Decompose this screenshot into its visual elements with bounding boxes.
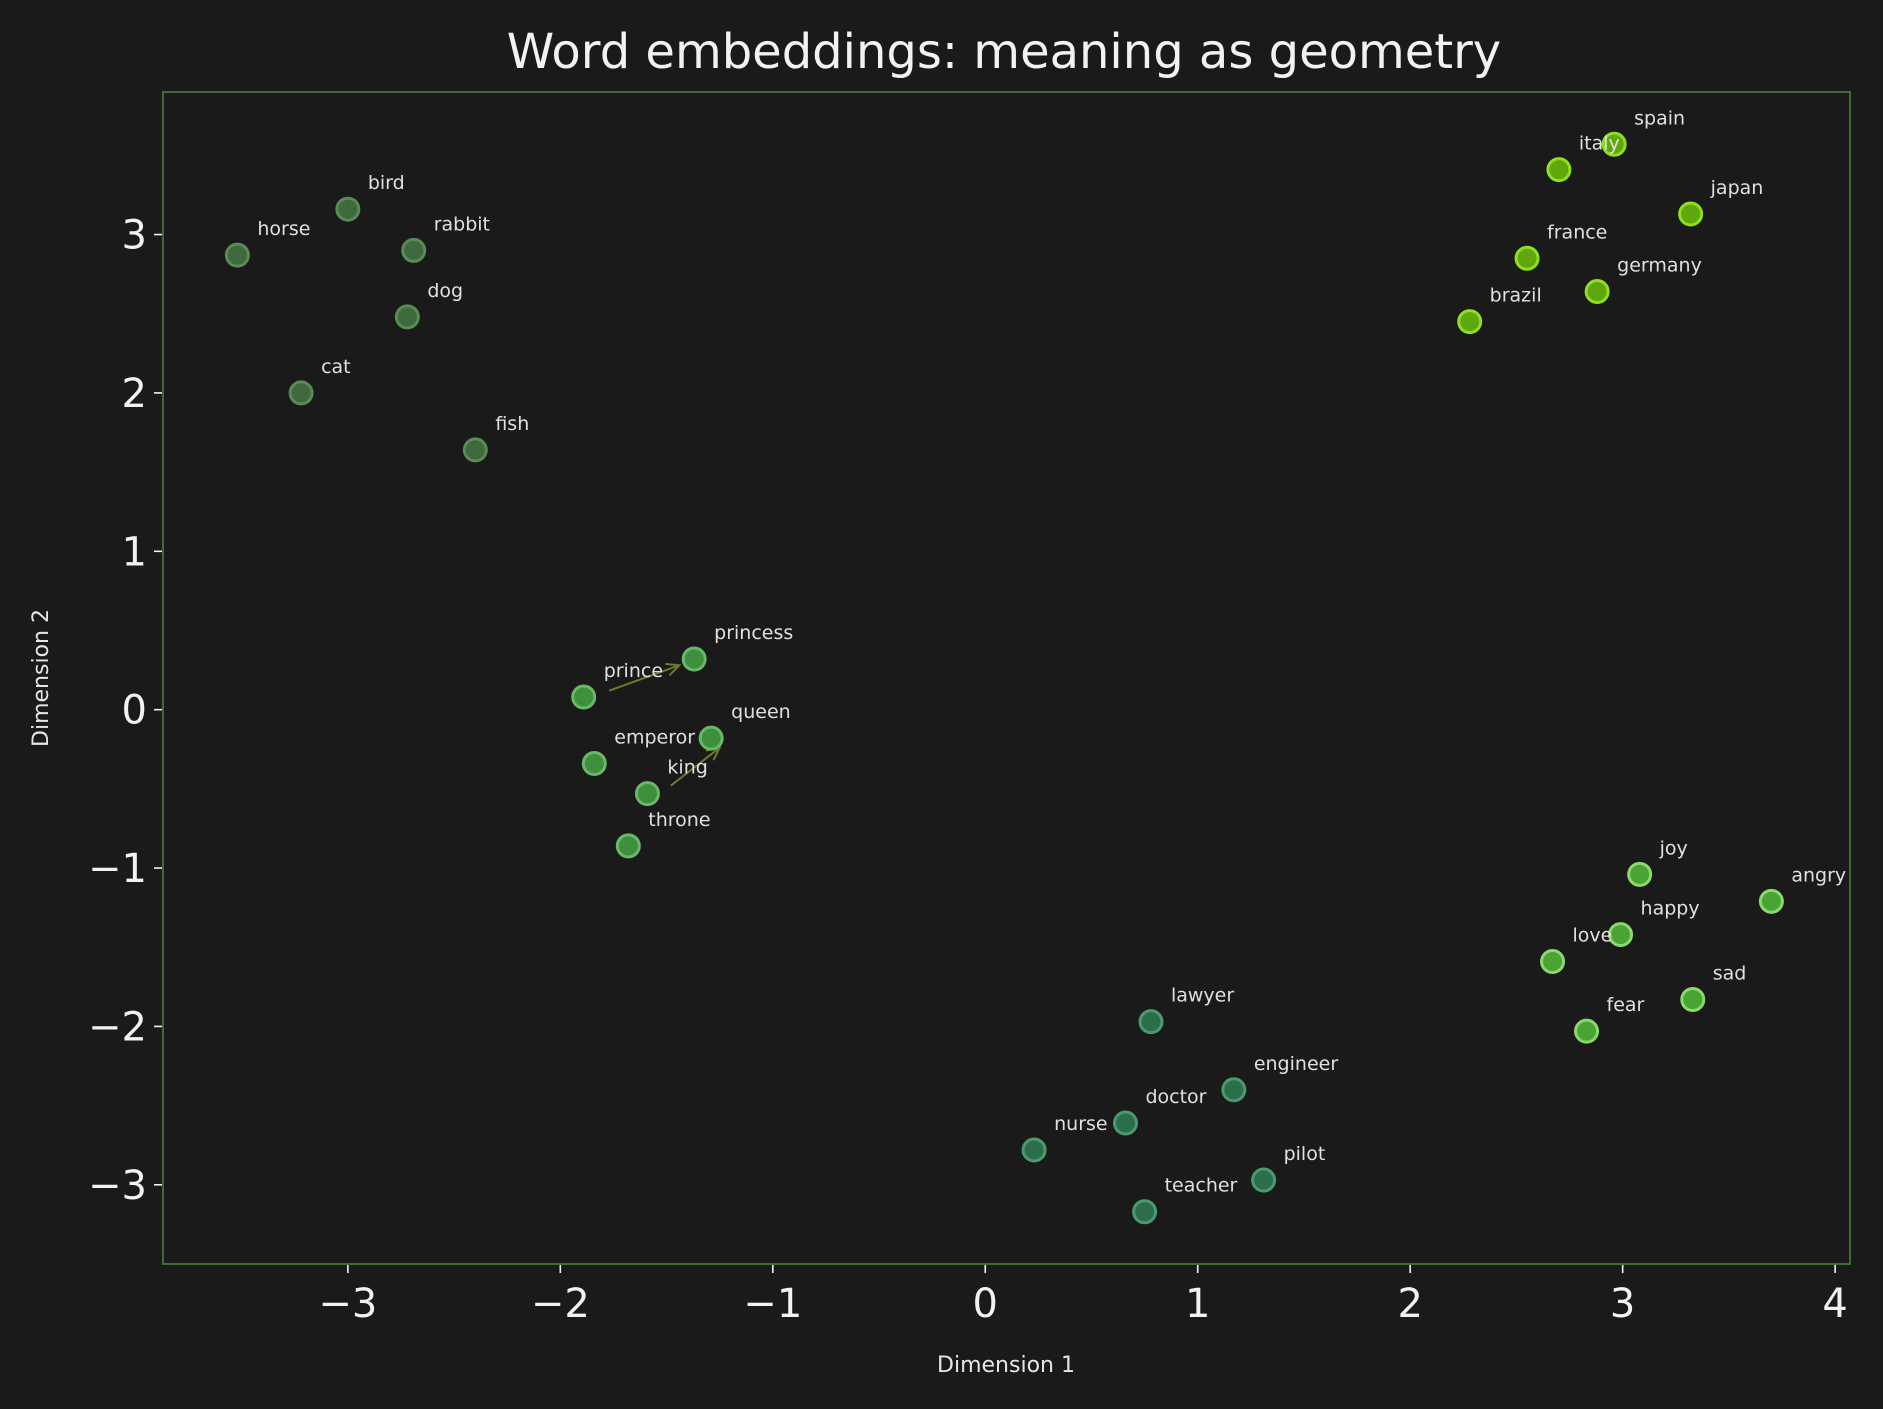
label-fear: fear <box>1607 994 1645 1016</box>
point-nurse <box>1021 1137 1047 1163</box>
label-dog: dog <box>427 280 463 302</box>
label-king: king <box>667 757 707 779</box>
point-king <box>634 781 660 807</box>
chart-title: Word embeddings: meaning as geometry <box>507 24 1501 80</box>
label-brazil: brazil <box>1490 285 1542 307</box>
point-happy <box>1608 922 1634 948</box>
point-cat <box>288 380 314 406</box>
point-japan <box>1678 201 1704 227</box>
label-germany: germany <box>1617 255 1702 277</box>
point-emperor <box>581 751 607 777</box>
y-tick-label: 1 <box>122 529 147 575</box>
vector-arrow-line <box>608 664 680 692</box>
point-dog <box>394 304 420 330</box>
label-throne: throne <box>648 809 710 831</box>
label-sad: sad <box>1713 963 1747 985</box>
label-pilot: pilot <box>1284 1143 1326 1165</box>
point-love <box>1540 948 1566 974</box>
x-tick-label: 3 <box>1610 1281 1635 1327</box>
label-france: france <box>1547 221 1607 243</box>
axis-ticks: −3 −2 −1 0 1 2 3 4 −3 −2 −1 0 1 2 3 <box>88 213 1848 1327</box>
x-tick-label: −2 <box>531 1281 590 1327</box>
point-prince <box>571 684 597 710</box>
point-princess <box>681 646 707 672</box>
point-pilot <box>1251 1167 1277 1193</box>
label-italy: italy <box>1579 133 1620 155</box>
point-italy <box>1546 157 1572 183</box>
point-engineer <box>1221 1077 1247 1103</box>
x-tick-label: −3 <box>318 1281 377 1327</box>
point-doctor <box>1112 1110 1138 1136</box>
label-teacher: teacher <box>1165 1175 1238 1197</box>
point-rabbit <box>401 237 427 263</box>
x-axis-label: Dimension 1 <box>937 1353 1075 1378</box>
label-spain: spain <box>1634 107 1685 129</box>
x-tick-label: 4 <box>1822 1281 1847 1327</box>
y-tick-label: −3 <box>88 1163 147 1209</box>
x-tick-label: −1 <box>743 1281 802 1327</box>
label-lawyer: lawyer <box>1171 985 1234 1007</box>
point-labels: horse bird rabbit dog cat fish princess prince q… <box>257 107 1846 1196</box>
label-angry: angry <box>1791 864 1846 886</box>
y-tick-label: 2 <box>122 371 147 417</box>
data-points <box>224 131 1784 1225</box>
plot-frame <box>162 91 1851 1265</box>
point-teacher <box>1132 1199 1158 1225</box>
point-brazil <box>1457 309 1483 335</box>
label-cat: cat <box>321 356 351 378</box>
label-nurse: nurse <box>1054 1113 1107 1135</box>
label-happy: happy <box>1641 898 1700 920</box>
vector-arrow-head <box>665 662 682 677</box>
label-love: love <box>1573 924 1613 946</box>
label-emperor: emperor <box>614 727 695 749</box>
label-princess: princess <box>714 622 793 644</box>
point-lawyer <box>1138 1009 1164 1035</box>
point-joy <box>1627 861 1653 887</box>
point-sad <box>1680 987 1706 1013</box>
point-bird <box>335 196 361 222</box>
y-axis-label: Dimension 2 <box>29 609 54 747</box>
point-france <box>1514 245 1540 271</box>
label-engineer: engineer <box>1254 1053 1338 1075</box>
x-tick-label: 0 <box>973 1281 998 1327</box>
label-fish: fish <box>495 413 529 435</box>
label-prince: prince <box>604 660 663 682</box>
label-japan: japan <box>1710 177 1764 199</box>
point-queen <box>698 725 724 751</box>
point-horse <box>224 242 250 268</box>
point-throne <box>615 833 641 859</box>
y-tick-label: −2 <box>88 1004 147 1050</box>
label-rabbit: rabbit <box>434 213 490 235</box>
y-tick-label: 3 <box>122 213 147 259</box>
x-tick-label: 2 <box>1397 1281 1422 1327</box>
label-queen: queen <box>731 701 791 723</box>
label-joy: joy <box>1659 837 1688 859</box>
vector-arrow-line <box>670 746 721 787</box>
point-germany <box>1584 279 1610 305</box>
x-tick-label: 1 <box>1185 1281 1210 1327</box>
label-bird: bird <box>368 172 405 194</box>
point-spain <box>1601 131 1627 157</box>
label-doctor: doctor <box>1145 1086 1206 1108</box>
y-tick-label: 0 <box>122 688 147 734</box>
point-angry <box>1758 888 1784 914</box>
y-tick-label: −1 <box>88 846 147 892</box>
point-fish <box>462 437 488 463</box>
point-fear <box>1574 1018 1600 1044</box>
label-horse: horse <box>257 218 310 240</box>
